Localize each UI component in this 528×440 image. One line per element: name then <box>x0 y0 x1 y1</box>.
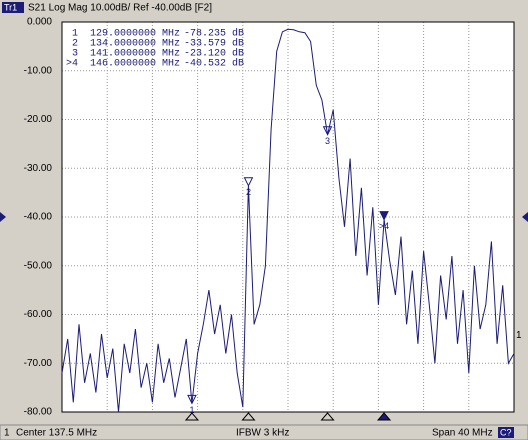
marker-row-value: -40.532 dB <box>184 58 244 70</box>
trace-line <box>61 28 515 413</box>
marker-row-value: -33.579 dB <box>184 38 244 50</box>
marker-row-label: 2 <box>72 39 78 50</box>
marker-number: 1 <box>189 405 194 415</box>
trace-label: Tr1 <box>4 2 17 12</box>
marker-number: >4 <box>379 221 389 231</box>
channel-number: 1 <box>4 428 10 439</box>
y-tick-label: -20.00 <box>24 114 53 125</box>
status-span: Span 40 MHz <box>432 428 493 439</box>
y-tick-label: -30.00 <box>24 163 53 174</box>
ref-arrow-left <box>0 212 6 222</box>
marker-number: 3 <box>325 136 330 146</box>
y-tick-label: 0.000 <box>27 17 52 28</box>
marker-axis-flag <box>184 412 200 421</box>
marker-row-value: -23.120 dB <box>184 48 244 60</box>
marker-number: 2 <box>246 187 251 197</box>
trace-end-label: 1 <box>516 330 522 341</box>
plot-frame <box>61 21 515 413</box>
marker-axis-flag <box>241 412 256 421</box>
y-tick-label: -80.00 <box>24 407 53 418</box>
marker <box>322 126 333 136</box>
marker-axis-flag <box>376 412 392 421</box>
status-center: Center 137.5 MHz <box>16 428 97 439</box>
trace-badge <box>2 2 24 13</box>
y-tick-label: -10.00 <box>24 65 53 76</box>
marker-axis-flag <box>320 412 335 421</box>
status-bar <box>0 424 528 440</box>
y-tick-label: -70.00 <box>24 358 53 369</box>
marker-row-value: -78.235 dB <box>184 28 244 40</box>
marker-row-freq: 146.0000000 MHz <box>90 59 180 70</box>
marker <box>379 211 389 221</box>
marker-row-freq: 141.0000000 MHz <box>90 49 180 60</box>
y-tick-label: -60.00 <box>24 309 53 320</box>
marker-row-label: 3 <box>72 49 78 60</box>
marker-row-label: >4 <box>66 59 78 70</box>
status-badge-box <box>498 427 514 438</box>
y-tick-label: -40.00 <box>24 212 53 223</box>
marker-row-freq: 129.0000000 MHz <box>90 29 180 40</box>
chart-title: S21 Log Mag 10.00dB/ Ref -40.00dB [F2] <box>28 3 212 14</box>
status-badge: C? <box>500 427 512 437</box>
y-tick-label: -50.00 <box>24 260 53 271</box>
status-ifbw: IFBW 3 kHz <box>236 428 289 439</box>
marker-row-freq: 134.0000000 MHz <box>90 39 180 50</box>
ref-arrow-right <box>522 212 528 222</box>
marker <box>243 177 254 187</box>
marker <box>187 394 197 405</box>
marker-row-label: 1 <box>72 29 78 40</box>
